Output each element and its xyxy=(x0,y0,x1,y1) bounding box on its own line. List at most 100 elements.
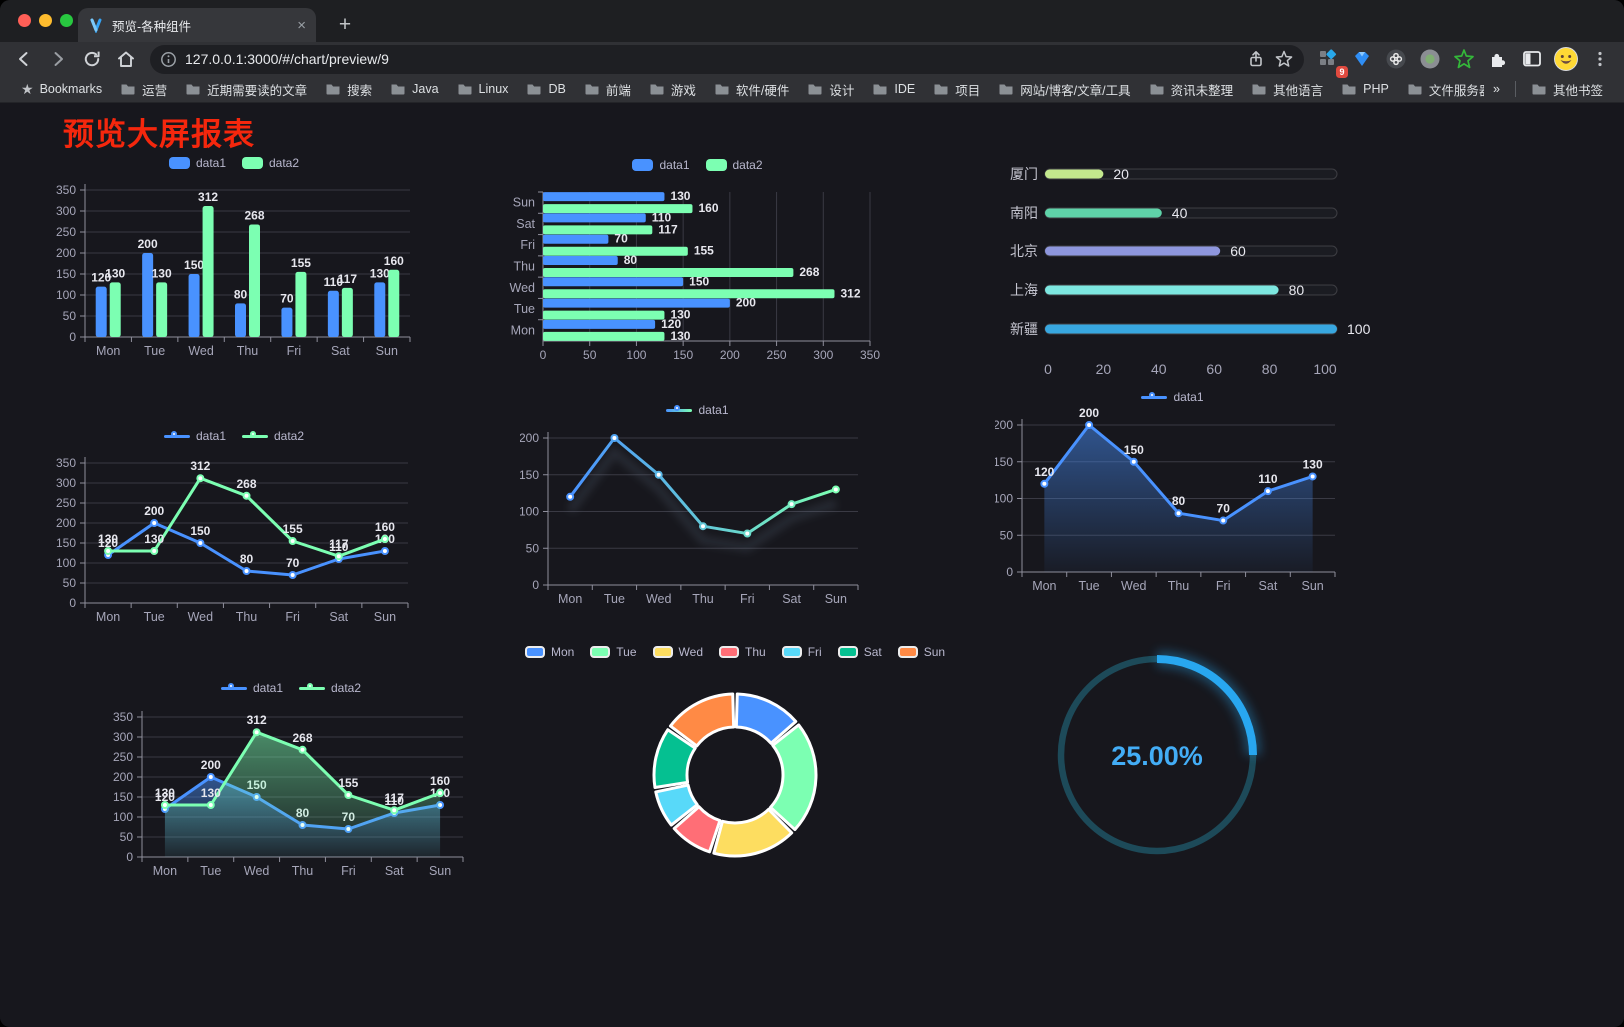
gem-extension-button[interactable] xyxy=(1346,44,1378,74)
svg-text:Sat: Sat xyxy=(516,217,535,231)
chart-line-multi[interactable]: 0 50 100 150 200 250 300 350 Mon Tue Wed Thu Fri Sat S… xyxy=(48,425,420,637)
zoom-window-button[interactable] xyxy=(60,14,73,27)
chart-donut[interactable]: Mon Tue Wed Thu Fri Sat Sun xyxy=(524,638,945,892)
svg-text:117: 117 xyxy=(658,222,678,236)
legend-item[interactable]: data1 xyxy=(666,403,729,417)
svg-text:120: 120 xyxy=(661,317,681,331)
bookmark-star-icon[interactable] xyxy=(1274,49,1294,69)
legend-item[interactable]: Sat xyxy=(837,645,882,659)
legend-label: data1 xyxy=(698,403,729,417)
chart-area-multi[interactable]: 0 50 100 150 200 250 300 350 Mon Tue Wed Thu Fri Sat S… xyxy=(105,675,477,889)
legend-item[interactable]: data2 xyxy=(705,158,763,172)
legend-item[interactable]: data1 xyxy=(168,156,226,170)
bookmark-folder[interactable]: IDE xyxy=(863,78,924,100)
browser-tab[interactable]: 预览-各种组件 × xyxy=(78,8,316,42)
tab-close-icon[interactable]: × xyxy=(297,16,306,34)
dark-circle-extension-button[interactable] xyxy=(1380,44,1412,74)
bookmark-folder[interactable]: PHP xyxy=(1332,78,1398,100)
svg-text:Wed: Wed xyxy=(510,281,536,295)
svg-text:0: 0 xyxy=(540,348,547,362)
legend-item[interactable]: data2 xyxy=(242,156,299,170)
menu-button[interactable] xyxy=(1584,44,1616,74)
tab-title: 预览-各种组件 xyxy=(112,19,192,34)
legend-item[interactable]: data2 xyxy=(299,681,361,695)
legend-item[interactable]: Fri xyxy=(781,645,822,659)
svg-text:130: 130 xyxy=(155,786,175,800)
bookmark-folder[interactable]: 软件/硬件 xyxy=(705,78,798,100)
extensions-button[interactable] xyxy=(1482,44,1514,74)
bookmark-folder[interactable]: Linux xyxy=(448,78,518,100)
address-bar[interactable]: 127.0.0.1:3000/#/chart/preview/9 xyxy=(150,44,1304,74)
legend-swatch xyxy=(781,646,802,658)
legend-item[interactable]: data1 xyxy=(1141,390,1204,404)
bookmark-folder[interactable]: 搜索 xyxy=(316,78,381,100)
svg-text:268: 268 xyxy=(799,265,819,279)
page-title: 预览大屏报表 xyxy=(63,117,255,152)
legend-item[interactable]: Mon xyxy=(524,645,574,659)
svg-text:150: 150 xyxy=(184,258,204,272)
legend-item[interactable]: data1 xyxy=(632,158,690,172)
svg-text:120: 120 xyxy=(155,790,175,804)
close-window-button[interactable] xyxy=(18,14,31,27)
bookmark-folder[interactable]: 文件服务器 xyxy=(1398,78,1484,100)
legend-item[interactable]: data1 xyxy=(220,681,283,695)
site-info-icon[interactable] xyxy=(160,51,177,68)
recorder-extension-button[interactable] xyxy=(1414,44,1446,74)
share-icon[interactable] xyxy=(1246,49,1266,69)
legend-item[interactable]: data2 xyxy=(242,429,304,443)
bookmark-folder[interactable]: 设计 xyxy=(798,78,863,100)
bookmark-folder[interactable]: DB xyxy=(517,78,574,100)
chart-horizontal-bar[interactable]: 0 50 100 150 200 250 300 350 Sun 130 160 Sat 110 117 F… xyxy=(505,148,890,366)
profile-button[interactable] xyxy=(1550,44,1582,74)
folder-icon xyxy=(999,84,1013,95)
chart-progress-bars[interactable]: 厦门 20 南阳 40 北京 60 上海 80 新疆 100 0 20 40 60 80 100 xyxy=(1000,155,1370,383)
bookmark-folder[interactable]: 网站/博客/文章/工具 xyxy=(989,78,1139,100)
svg-text:312: 312 xyxy=(198,190,218,204)
svg-text:北京: 北京 xyxy=(1010,243,1038,259)
other-bookmarks-folder[interactable]: 其他书签 xyxy=(1522,78,1612,100)
bookmark-folder[interactable]: 项目 xyxy=(924,78,989,100)
side-panel-button[interactable] xyxy=(1516,44,1548,74)
svg-text:130: 130 xyxy=(152,266,172,280)
minimize-window-button[interactable] xyxy=(39,14,52,27)
legend-label: data1 xyxy=(659,158,690,172)
legend-item[interactable]: Tue xyxy=(590,645,637,659)
extension-grid-button[interactable]: 9 xyxy=(1312,44,1348,78)
url-text[interactable]: 127.0.0.1:3000/#/chart/preview/9 xyxy=(185,51,389,67)
bookmark-folder[interactable]: 运营 xyxy=(111,78,176,100)
chart-gauge[interactable]: 25.00% xyxy=(1040,640,1275,880)
chart-line-gradient[interactable]: 0 50 100 150 200 Mon Tue Wed Thu Fri Sat Sun data1 xyxy=(520,400,875,612)
bookmark-folder[interactable]: 资讯未整理 xyxy=(1140,78,1243,100)
green-star-extension-button[interactable] xyxy=(1448,44,1480,74)
svg-text:120: 120 xyxy=(91,271,111,285)
puzzle-icon xyxy=(1492,53,1506,67)
bookmarks-manager[interactable]: ★ Bookmarks xyxy=(12,78,111,100)
bookmark-folder[interactable]: 游戏 xyxy=(640,78,705,100)
back-button[interactable] xyxy=(8,44,40,74)
svg-text:Wed: Wed xyxy=(646,592,672,606)
svg-text:Thu: Thu xyxy=(1168,579,1190,593)
reload-button[interactable] xyxy=(76,44,108,74)
svg-text:Wed: Wed xyxy=(188,344,214,358)
legend-item[interactable]: Sun xyxy=(897,645,945,659)
bookmarks-overflow-button[interactable]: » xyxy=(1493,82,1500,96)
chart-grouped-bar[interactable]: 0 50 100 150 200 250 300 350 Mon Tue Wed Thu Fri Sat S… xyxy=(48,148,420,364)
legend-item[interactable]: data1 xyxy=(163,429,226,443)
forward-button[interactable] xyxy=(42,44,74,74)
svg-text:160: 160 xyxy=(430,774,450,788)
new-tab-button[interactable]: + xyxy=(338,13,352,36)
chart-area-single[interactable]: 0 50 100 150 200 Mon Tue Wed Thu Fri Sat Sun 120 200 1… xyxy=(995,388,1350,598)
svg-text:Thu: Thu xyxy=(237,344,259,358)
legend-item[interactable]: Wed xyxy=(652,645,703,659)
legend-item[interactable]: Thu xyxy=(719,645,766,659)
home-button[interactable] xyxy=(110,44,142,74)
bookmark-folder[interactable]: 前端 xyxy=(575,78,640,100)
bookmark-folder[interactable]: 其他语言 xyxy=(1242,78,1332,100)
svg-text:Tue: Tue xyxy=(604,592,625,606)
donut-svg xyxy=(652,692,818,858)
bookmark-folder[interactable]: 近期需要读的文章 xyxy=(176,78,316,100)
svg-text:Mon: Mon xyxy=(96,610,120,624)
bookmark-folder[interactable]: Java xyxy=(381,78,447,100)
